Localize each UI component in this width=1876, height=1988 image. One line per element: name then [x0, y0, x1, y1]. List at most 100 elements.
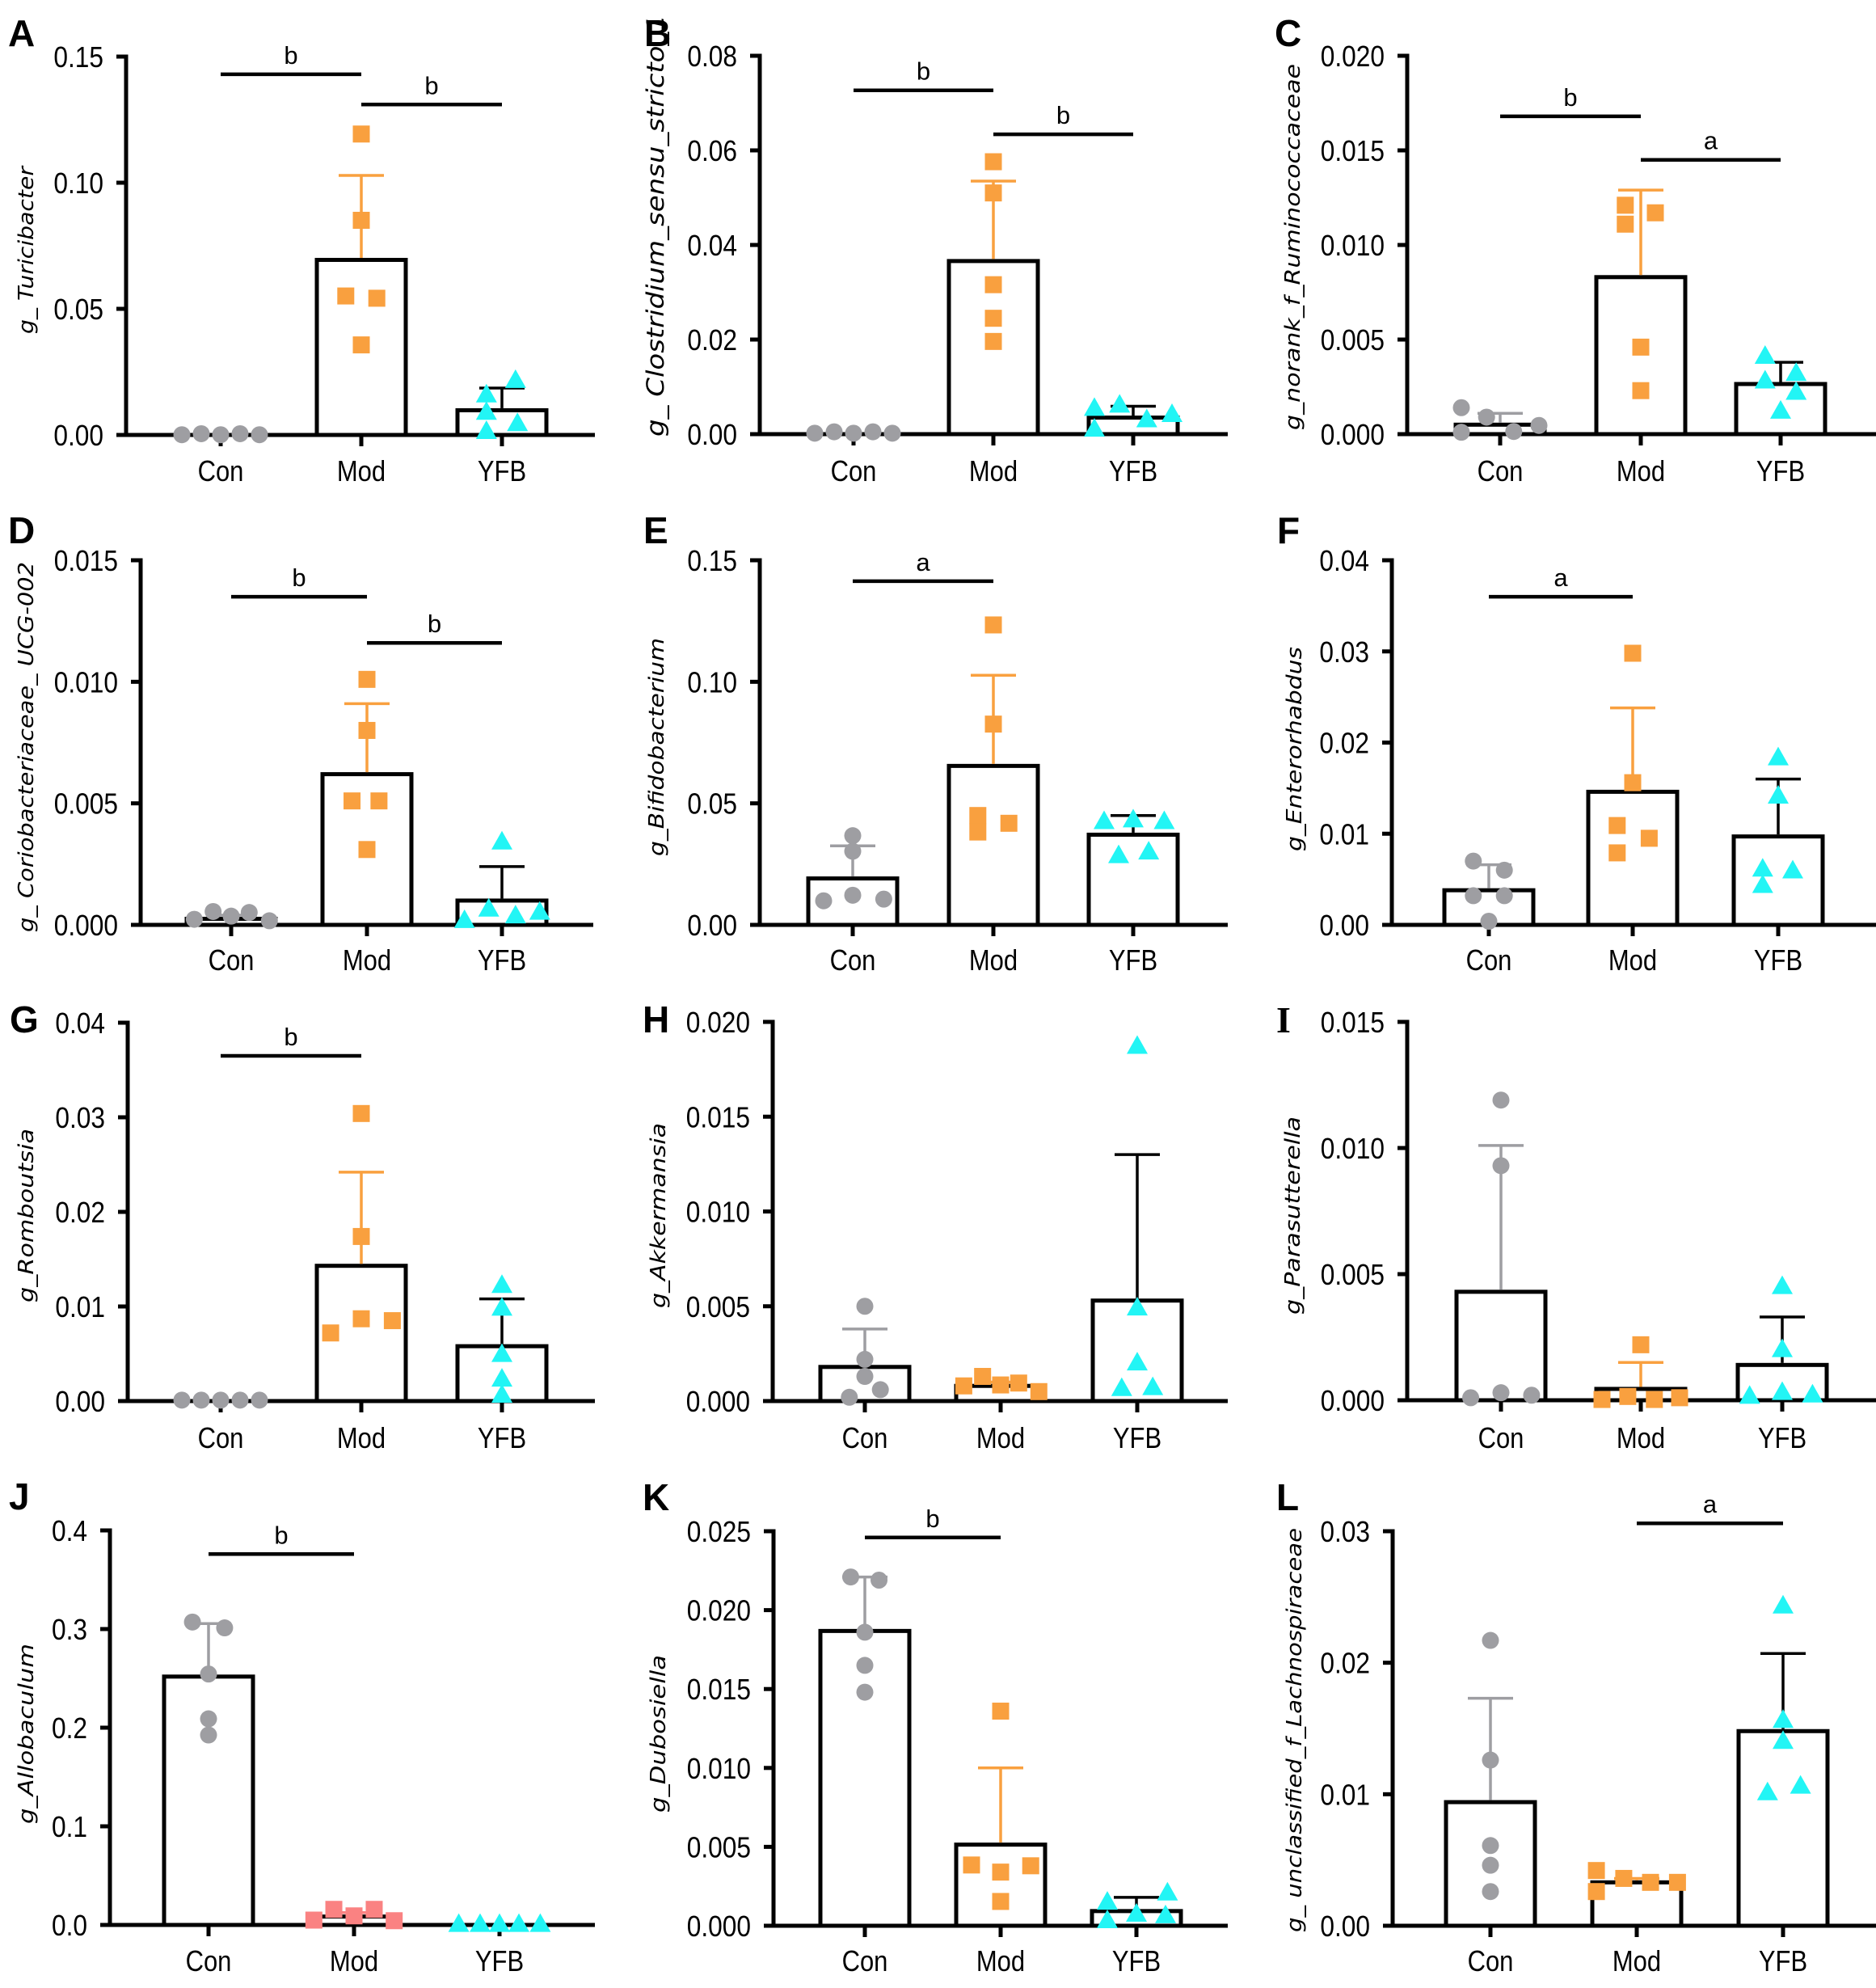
y-tick-label: 0.1 — [52, 1811, 87, 1843]
point-yfb — [1097, 1891, 1118, 1910]
y-axis-label: g_ Coriobacteriaceae_ UCG-002 — [15, 562, 39, 932]
point-con — [856, 1368, 874, 1386]
x-tick-label: Mod — [343, 945, 391, 977]
point-yfb — [1127, 1035, 1148, 1054]
point-con — [1492, 1384, 1510, 1402]
point-con — [216, 1619, 234, 1637]
x-tick-label: Con — [209, 945, 255, 977]
y-axis-label: g_ Turicibacter — [15, 164, 39, 334]
point-mod — [352, 211, 370, 229]
bar-yfb — [1090, 1298, 1184, 1403]
panel-label: K — [643, 1476, 669, 1518]
point-con — [883, 424, 901, 442]
point-con — [204, 902, 222, 920]
y-tick-label: 0.03 — [1320, 1516, 1370, 1548]
point-mod — [1642, 1873, 1659, 1891]
point-mod — [992, 1893, 1010, 1910]
point-con — [1523, 1387, 1541, 1404]
point-mod — [1010, 1374, 1027, 1392]
point-yfb — [1108, 844, 1129, 863]
point-mod — [955, 1377, 972, 1395]
point-con — [260, 912, 278, 930]
panel-c: Cg_norank_f_Ruminococcaceae 0.000 0.005 0.0… — [1275, 12, 1876, 488]
point-yfb — [1772, 1338, 1793, 1357]
point-con — [192, 424, 210, 442]
x-tick-label: YFB — [1112, 1946, 1161, 1978]
point-mod — [992, 1376, 1010, 1394]
y-tick-label: 0.020 — [686, 1007, 750, 1039]
point-con — [1492, 1157, 1510, 1175]
y-tick-label: 0.020 — [1321, 40, 1385, 73]
y-axis-label: g_norank_f_Ruminococcaceae — [1281, 64, 1305, 430]
x-tick-label: Con — [1466, 945, 1512, 977]
significance-label: b — [428, 610, 441, 638]
significance-label: b — [424, 71, 438, 99]
point-yfb — [1773, 1730, 1794, 1750]
y-tick-label: 0.010 — [687, 1753, 751, 1785]
point-yfb — [475, 383, 497, 403]
point-con — [875, 890, 892, 908]
y-axis-label: g_Dubosiella — [647, 1655, 671, 1813]
point-con — [864, 423, 882, 441]
x-tick-label: Con — [830, 945, 876, 977]
x-tick-label: Con — [198, 1423, 244, 1455]
point-yfb — [491, 1383, 512, 1403]
point-yfb — [1155, 1904, 1176, 1923]
x-tick-label: YFB — [1109, 456, 1157, 488]
point-yfb — [1084, 397, 1105, 416]
panel-j: Jg_Allobaculum 0.0 0.1 0.2 0.3 0.4 Con Mod YFB b — [9, 1475, 595, 1978]
point-con — [844, 827, 862, 845]
y-tick-label: 0.10 — [53, 167, 103, 200]
point-yfb — [529, 901, 550, 920]
x-tick-label: Con — [842, 1946, 888, 1978]
x-tick-label: YFB — [478, 456, 526, 488]
point-yfb — [1097, 1909, 1118, 1928]
point-yfb — [1773, 1709, 1794, 1728]
point-con — [251, 1391, 268, 1409]
y-tick-label: 0.010 — [54, 666, 118, 699]
y-tick-label: 0.015 — [686, 1101, 750, 1133]
point-yfb — [1109, 394, 1131, 413]
point-yfb — [1770, 399, 1791, 419]
point-yfb — [489, 1913, 510, 1932]
x-tick-label: Con — [831, 456, 877, 488]
point-con — [1478, 408, 1495, 426]
point-yfb — [491, 830, 512, 850]
significance-label: b — [284, 41, 297, 70]
point-mod — [984, 153, 1002, 171]
point-mod — [1608, 844, 1626, 862]
y-tick-label: 0.010 — [1321, 230, 1385, 262]
x-tick-label: Mod — [337, 1423, 386, 1455]
point-yfb — [1782, 859, 1803, 879]
x-tick-label: Con — [1478, 456, 1524, 488]
bar-yfb — [455, 898, 549, 927]
point-con — [192, 1391, 210, 1409]
y-tick-label: 0.015 — [1321, 1007, 1385, 1039]
point-mod — [1668, 1873, 1686, 1891]
point-mod — [969, 807, 987, 825]
point-mod — [1617, 215, 1634, 233]
point-con — [1452, 399, 1470, 416]
point-mod — [984, 616, 1002, 634]
point-mod — [1646, 204, 1664, 222]
point-yfb — [1138, 841, 1160, 860]
y-tick-label: 0.01 — [55, 1291, 105, 1323]
bar-mod — [1586, 789, 1680, 927]
point-mod — [337, 287, 355, 305]
point-mod — [984, 184, 1002, 202]
panel-label: H — [643, 998, 669, 1040]
bar-mod — [1594, 275, 1688, 437]
x-tick-label: Mod — [337, 456, 386, 488]
point-yfb — [1123, 808, 1144, 828]
y-axis-label: g_ Clostridium_sensu_stricto_1 — [642, 15, 669, 437]
point-con — [1452, 424, 1470, 441]
point-mod — [352, 1310, 370, 1327]
x-tick-label: Mod — [969, 456, 1018, 488]
y-tick-label: 0.02 — [1319, 728, 1369, 760]
y-tick-label: 0.02 — [687, 324, 737, 357]
point-yfb — [1768, 785, 1789, 804]
y-axis-label: g_Akkermansia — [647, 1123, 671, 1308]
panel-i: Ig_Parasutterella 0.000 0.005 0.010 0.015 Con… — [1276, 999, 1876, 1455]
point-mod — [352, 1227, 370, 1245]
point-mod — [1617, 196, 1634, 214]
